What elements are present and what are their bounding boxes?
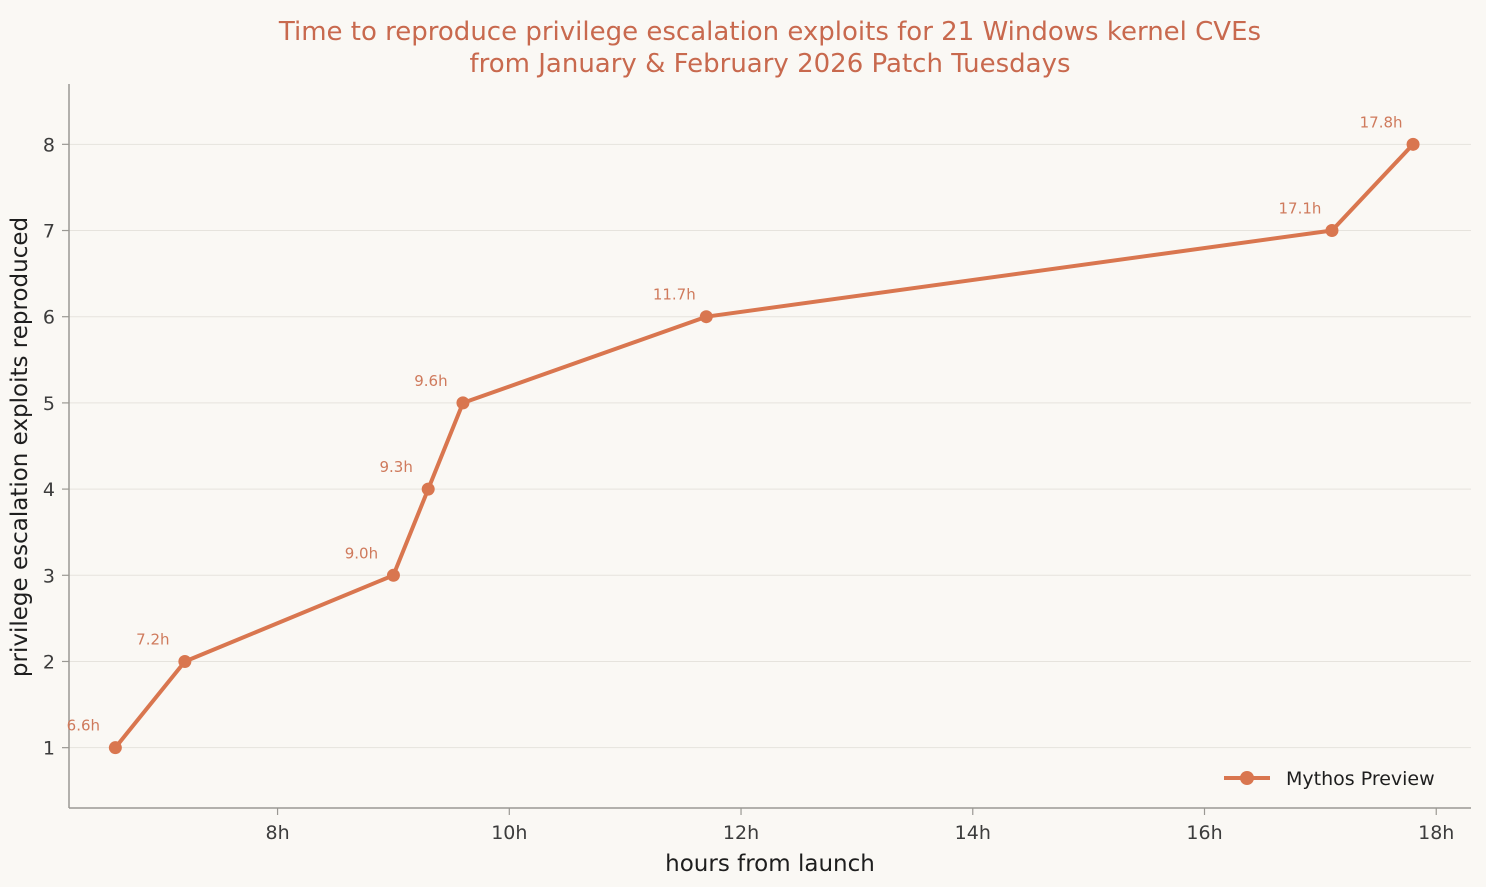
y-tick-label: 2	[43, 651, 55, 673]
series-line	[113, 142, 1416, 750]
chart-subtitle: from January & February 2026 Patch Tuesd…	[469, 49, 1070, 79]
legend: Mythos Preview	[1224, 768, 1435, 790]
y-tick-label: 7	[43, 221, 55, 243]
data-point	[178, 654, 192, 668]
data-point	[421, 482, 435, 496]
chart-title: Time to reproduce privilege escalation e…	[278, 17, 1261, 47]
y-tick-label: 5	[43, 393, 55, 415]
y-tick-label: 4	[43, 479, 55, 501]
data-point	[386, 568, 400, 582]
legend-series-label: Mythos Preview	[1286, 768, 1435, 790]
x-tick-label: 12h	[723, 822, 759, 844]
gridlines	[69, 143, 1471, 749]
data-label: 6.6h	[67, 717, 100, 735]
data-label: 9.0h	[345, 544, 378, 562]
data-label: 9.3h	[380, 458, 413, 476]
point-labels: 6.6h 7.2h 9.0h 9.3h 9.6h 11.7h 17.1h 17.8h	[67, 113, 1403, 734]
y-axis-label: privilege escalation exploits reproduced	[7, 217, 33, 677]
legend-swatch-marker	[1240, 771, 1254, 785]
x-tick-label: 8h	[265, 822, 289, 844]
y-tick-label: 6	[43, 307, 55, 329]
x-tick-label: 16h	[1186, 822, 1222, 844]
x-tick-label: 14h	[955, 822, 991, 844]
axes: 1 2 3 4 5 6 7 8 8h 10h 12h 14h 16h 18h	[43, 84, 1471, 844]
x-tick-label: 18h	[1418, 822, 1454, 844]
x-tick-label: 10h	[491, 822, 527, 844]
series-layer	[108, 137, 1420, 755]
y-tick-label: 8	[43, 134, 55, 156]
y-tick-label: 1	[43, 738, 55, 760]
data-label: 7.2h	[136, 630, 169, 648]
data-point	[1325, 224, 1339, 238]
y-tick-label: 3	[43, 565, 55, 587]
data-label: 11.7h	[653, 286, 696, 304]
data-point	[108, 741, 122, 755]
data-label: 9.6h	[414, 372, 447, 390]
x-axis-label: hours from launch	[665, 851, 875, 877]
data-point	[1406, 137, 1420, 151]
data-point	[456, 396, 470, 410]
data-label: 17.8h	[1360, 113, 1403, 131]
data-point	[699, 310, 713, 324]
data-label: 17.1h	[1279, 200, 1322, 218]
